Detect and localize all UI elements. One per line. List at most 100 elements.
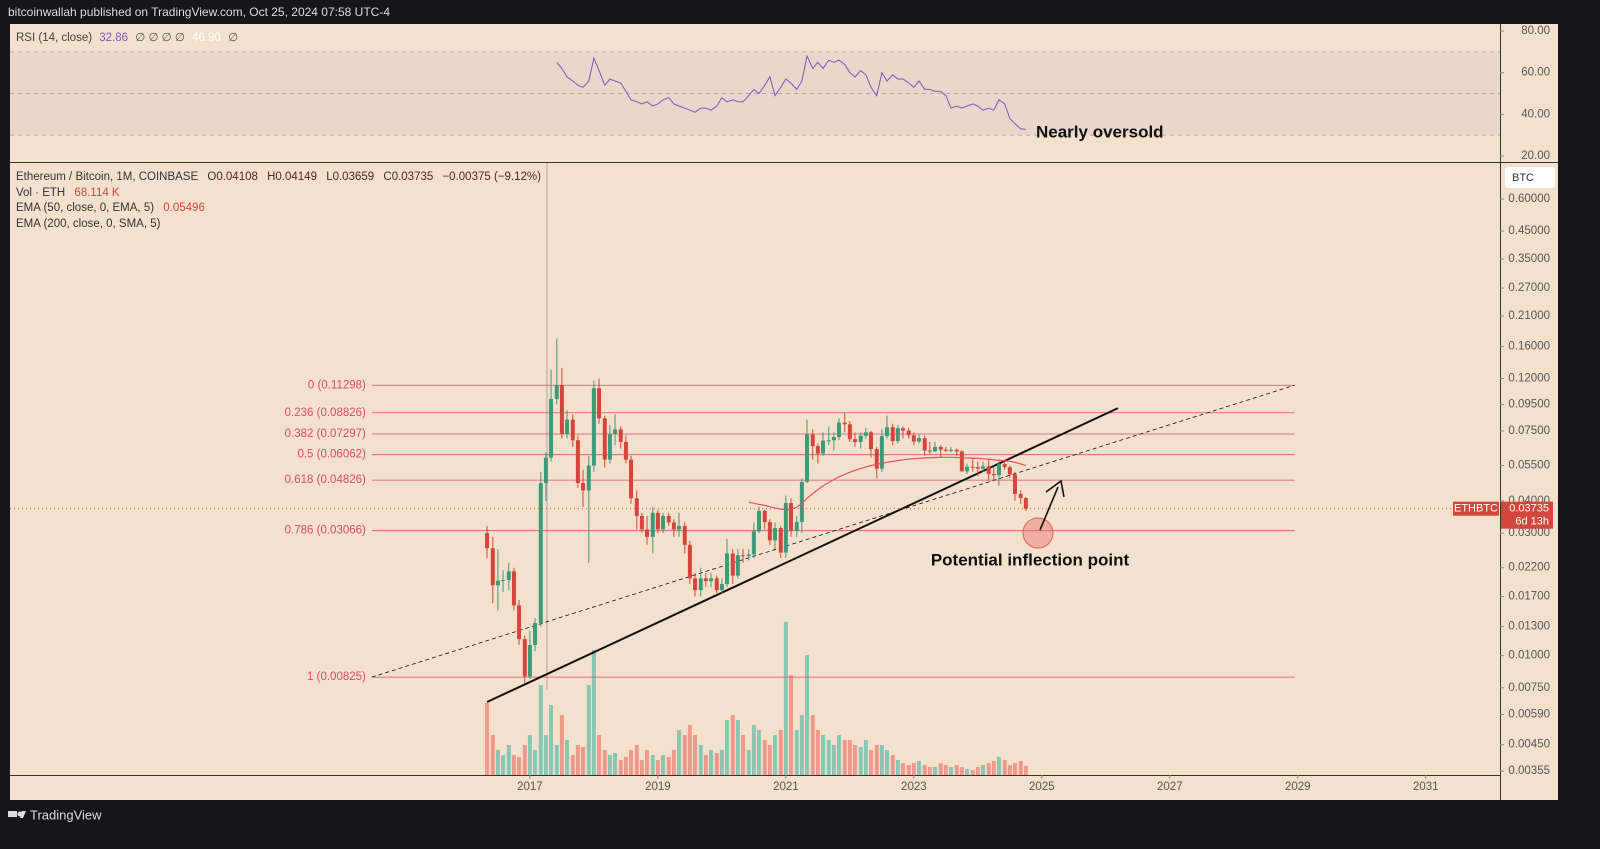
volume-bar: [911, 763, 916, 775]
y-tick-label: 0.03000: [1508, 527, 1550, 539]
volume-bar: [1023, 765, 1028, 775]
candle-body: [836, 422, 841, 438]
volume-bar: [655, 760, 660, 775]
volume-bar: [506, 745, 511, 775]
volume-bar: [831, 745, 836, 775]
candle-body: [799, 481, 804, 522]
volume-bar: [719, 750, 724, 775]
volume-bar: [501, 755, 506, 775]
volume-bar: [549, 705, 554, 775]
candle-body: [943, 449, 948, 451]
candle-body: [645, 529, 650, 537]
low-value: 0.03659: [333, 171, 375, 183]
y-tick-label: 0.60000: [1508, 193, 1550, 205]
volume-bar: [538, 685, 543, 775]
candle-body: [874, 449, 879, 469]
candle-body: [666, 515, 671, 523]
volume-bar: [922, 765, 927, 775]
x-tick-label: 2017: [517, 781, 543, 793]
y-tick-label: 0.16000: [1508, 340, 1550, 352]
y-tick-label: 0.35000: [1508, 253, 1550, 265]
volume-bar: [836, 735, 841, 775]
inflection-circle: [1022, 517, 1054, 549]
volume-bar: [693, 735, 698, 775]
candle-body: [677, 525, 682, 530]
volume-bar: [890, 755, 895, 775]
fib-label: 0.236 (0.08826): [285, 407, 366, 419]
volume-bar: [788, 675, 793, 775]
fib-label: 0.382 (0.07297): [285, 428, 366, 440]
candle-body: [693, 578, 698, 591]
volume-bar: [597, 735, 602, 775]
volume-bar: [815, 730, 820, 775]
candle-body: [911, 435, 916, 442]
volume-bar: [687, 725, 692, 775]
candle-body: [778, 528, 783, 553]
y-tick-label: 0.00355: [1508, 765, 1550, 777]
y-tick-label: 40.00: [1521, 108, 1550, 120]
candle-body: [767, 522, 772, 541]
volume-value: 68.114 K: [74, 187, 120, 199]
volume-bar: [762, 740, 767, 775]
arrow-head: [1045, 479, 1065, 498]
candle-body: [533, 623, 538, 646]
volume-bar: [709, 750, 714, 775]
candle-body: [762, 510, 767, 523]
volume-bar: [511, 755, 516, 775]
volume-bar: [607, 755, 612, 775]
candle-body: [964, 466, 969, 472]
candle-body: [490, 548, 495, 586]
volume-bar: [527, 735, 532, 775]
rsi-trailing: ∅: [228, 32, 238, 44]
candle-body: [1018, 494, 1023, 499]
ema-line: [748, 456, 1026, 511]
candle-body: [895, 428, 900, 442]
countdown: 6d 13h: [1515, 516, 1549, 528]
y-tick-label: 0.45000: [1508, 225, 1550, 237]
volume-bar: [756, 730, 761, 775]
candle-body: [746, 554, 751, 557]
volume-bar: [959, 767, 964, 775]
volume-bar: [645, 750, 650, 775]
price-legend: Ethereum / Bitcoin, 1M, COINBASE O0.0410…: [16, 171, 541, 183]
volume-bar: [703, 755, 708, 775]
volume-bar: [618, 760, 623, 775]
candle-body: [629, 459, 634, 499]
volume-bar: [746, 750, 751, 775]
candle-body: [554, 385, 559, 399]
candle-body: [709, 578, 714, 582]
volume-bar: [847, 740, 852, 775]
volume-bar: [810, 715, 815, 775]
volume-bar: [964, 769, 969, 775]
candle-body: [575, 440, 580, 484]
candle-body: [858, 435, 863, 443]
candle-body: [501, 580, 506, 582]
volume-bar: [938, 763, 943, 775]
volume-bar: [533, 750, 538, 775]
candle-body: [506, 571, 511, 581]
ema-legend: EMA (200, close, 0, SMA, 5): [16, 218, 161, 230]
candle-body: [543, 457, 548, 484]
symbol-label: ETHBTC: [1454, 503, 1498, 515]
rsi-title: RSI (14, close): [16, 32, 92, 44]
volume-bar: [634, 745, 639, 775]
arrow-shaft: [1039, 486, 1059, 531]
candle-body: [650, 512, 655, 537]
volume-bar: [1002, 760, 1007, 775]
rsi-ma-value: 46.90: [192, 32, 221, 44]
candle-body: [671, 522, 676, 530]
candle-body: [756, 510, 761, 532]
candle-body: [655, 512, 660, 530]
volume-bar: [650, 755, 655, 775]
volume-bar: [996, 757, 1001, 775]
candle-body: [948, 449, 953, 451]
trend-line: [371, 384, 1295, 678]
candle-body: [772, 528, 777, 541]
volume-bar: [794, 730, 799, 775]
volume-bar: [772, 735, 777, 775]
volume-name: Vol · ETH: [16, 187, 65, 199]
volume-bar: [586, 685, 591, 775]
x-tick-label: 2021: [773, 781, 799, 793]
candle-body: [741, 555, 746, 557]
